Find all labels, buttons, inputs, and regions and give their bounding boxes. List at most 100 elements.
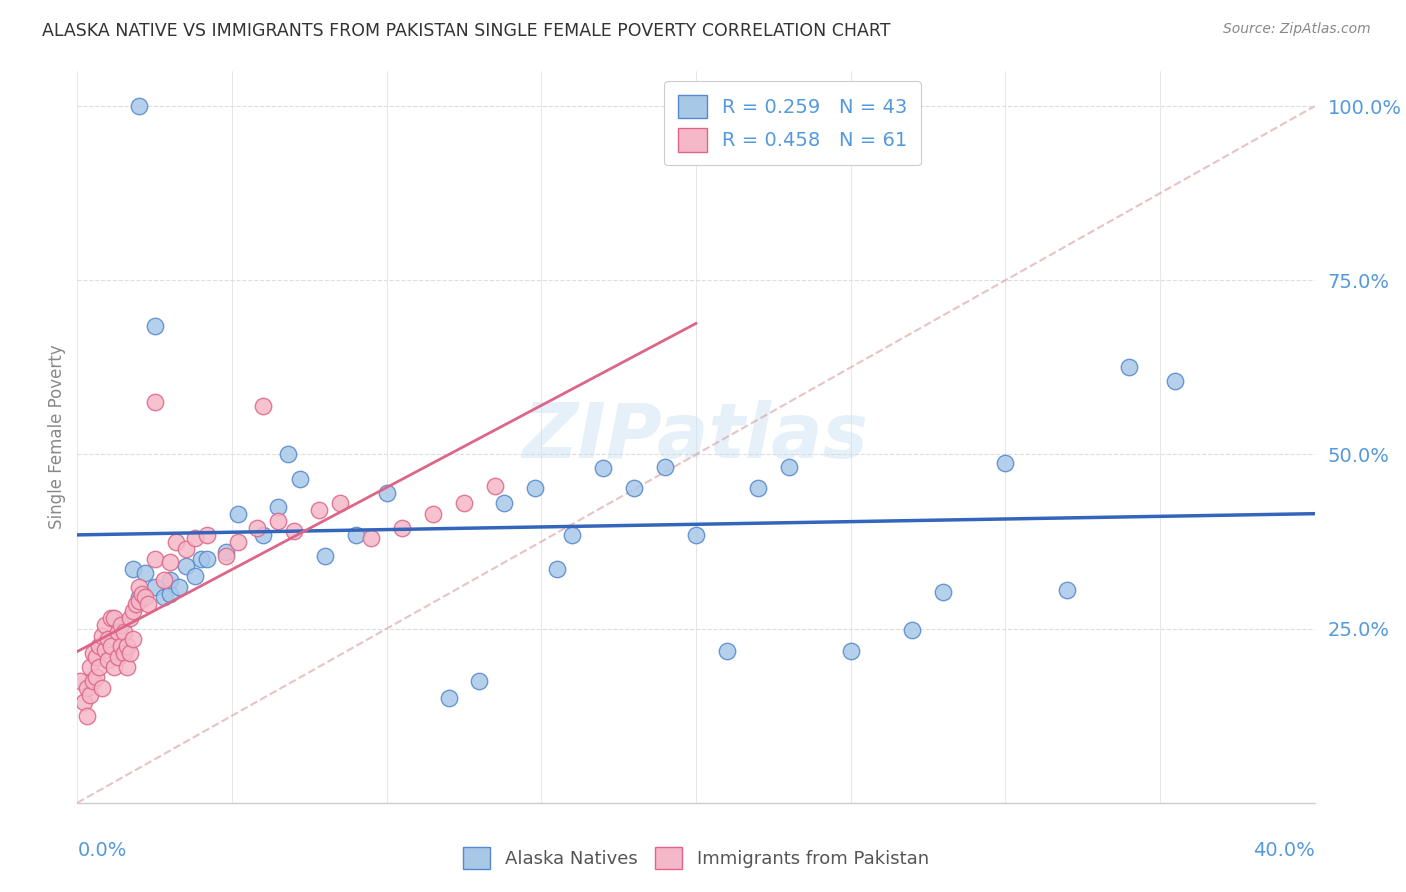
Point xyxy=(546,562,568,576)
Point xyxy=(76,681,98,695)
Text: Source: ZipAtlas.com: Source: ZipAtlas.com xyxy=(1223,22,1371,37)
Point xyxy=(107,625,129,640)
Point xyxy=(118,611,141,625)
Point xyxy=(143,395,166,409)
Point xyxy=(103,611,125,625)
Point xyxy=(115,660,138,674)
Point xyxy=(103,660,125,674)
Point xyxy=(453,496,475,510)
Point xyxy=(391,521,413,535)
Point xyxy=(143,552,166,566)
Point xyxy=(252,527,274,541)
Point xyxy=(375,485,398,500)
Point xyxy=(87,660,110,674)
Point xyxy=(76,708,98,723)
Point xyxy=(215,549,238,563)
Point xyxy=(87,639,110,653)
Point xyxy=(685,527,707,541)
Point xyxy=(97,632,120,646)
Point xyxy=(195,552,218,566)
Point xyxy=(115,639,138,653)
Point xyxy=(190,552,212,566)
Point xyxy=(422,507,444,521)
Point xyxy=(159,587,181,601)
Point xyxy=(437,691,460,706)
Point xyxy=(195,527,218,541)
Point xyxy=(110,639,132,653)
Point xyxy=(134,566,156,580)
Point xyxy=(153,573,176,587)
Text: 0.0%: 0.0% xyxy=(77,841,127,860)
Point xyxy=(839,644,862,658)
Point xyxy=(128,594,150,608)
Text: ZIPatlas: ZIPatlas xyxy=(523,401,869,474)
Point xyxy=(72,695,94,709)
Point xyxy=(267,514,290,528)
Point xyxy=(128,591,150,605)
Point xyxy=(107,649,129,664)
Point xyxy=(82,673,104,688)
Point xyxy=(118,646,141,660)
Point xyxy=(82,646,104,660)
Text: ALASKA NATIVE VS IMMIGRANTS FROM PAKISTAN SINGLE FEMALE POVERTY CORRELATION CHAR: ALASKA NATIVE VS IMMIGRANTS FROM PAKISTA… xyxy=(42,22,890,40)
Point xyxy=(932,585,955,599)
Point xyxy=(360,531,382,545)
Point xyxy=(1164,375,1187,389)
Point xyxy=(169,580,191,594)
Point xyxy=(69,673,91,688)
Point xyxy=(561,527,583,541)
Point xyxy=(524,481,547,495)
Point xyxy=(623,481,645,495)
Point xyxy=(246,521,269,535)
Point xyxy=(344,527,367,541)
Point xyxy=(308,503,330,517)
Legend: Alaska Natives, Immigrants from Pakistan: Alaska Natives, Immigrants from Pakistan xyxy=(454,838,938,879)
Point xyxy=(174,541,197,556)
Point xyxy=(747,481,769,495)
Point xyxy=(484,479,506,493)
Point xyxy=(131,587,153,601)
Point xyxy=(174,558,197,573)
Point xyxy=(184,569,207,583)
Point xyxy=(159,556,181,570)
Point xyxy=(125,597,148,611)
Point xyxy=(112,646,135,660)
Point xyxy=(122,604,145,618)
Point xyxy=(778,460,800,475)
Point xyxy=(468,673,491,688)
Point xyxy=(100,611,122,625)
Point xyxy=(184,531,207,545)
Point xyxy=(226,507,249,521)
Point xyxy=(138,597,160,611)
Point xyxy=(143,318,166,333)
Point xyxy=(654,460,676,475)
Point xyxy=(84,670,107,684)
Point xyxy=(143,580,166,594)
Point xyxy=(165,534,187,549)
Point xyxy=(79,688,101,702)
Point xyxy=(84,649,107,664)
Point xyxy=(153,591,176,605)
Text: 40.0%: 40.0% xyxy=(1253,841,1315,860)
Point xyxy=(128,580,150,594)
Point xyxy=(226,534,249,549)
Point xyxy=(79,660,101,674)
Legend: R = 0.259   N = 43, R = 0.458   N = 61: R = 0.259 N = 43, R = 0.458 N = 61 xyxy=(664,81,921,166)
Point xyxy=(97,653,120,667)
Point xyxy=(91,629,114,643)
Point xyxy=(94,618,117,632)
Point xyxy=(592,461,614,475)
Point xyxy=(134,591,156,605)
Point xyxy=(122,562,145,576)
Point xyxy=(94,642,117,657)
Point xyxy=(277,448,299,462)
Point xyxy=(267,500,290,514)
Point xyxy=(100,639,122,653)
Point xyxy=(283,524,305,538)
Point xyxy=(329,496,352,510)
Point xyxy=(314,549,336,563)
Point xyxy=(288,472,311,486)
Point xyxy=(110,618,132,632)
Point xyxy=(901,623,924,637)
Point xyxy=(252,399,274,413)
